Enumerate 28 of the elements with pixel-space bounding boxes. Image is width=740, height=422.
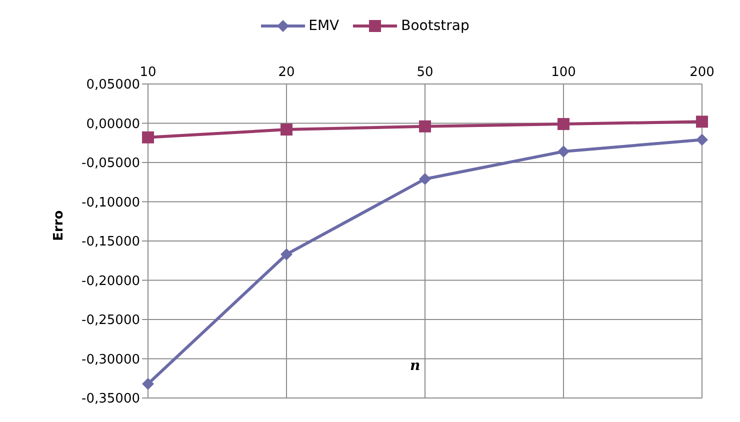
x-tick-label: 200 <box>690 65 714 80</box>
y-tick-label: -0,20000 <box>82 274 140 289</box>
x-tick-label: 50 <box>416 65 434 80</box>
point <box>142 131 154 144</box>
y-tick-label: -0,05000 <box>82 156 140 172</box>
y-tick-label: -0,35000 <box>82 392 140 407</box>
point <box>558 146 570 158</box>
point <box>558 118 570 130</box>
y-axis-title: Erro <box>52 210 67 241</box>
legend-label: EMV <box>308 18 340 34</box>
y-tick-label: -0,30000 <box>82 352 140 368</box>
point <box>142 378 154 390</box>
point <box>696 116 708 128</box>
y-tick-label: -0,15000 <box>82 234 140 250</box>
point <box>280 248 292 260</box>
point <box>696 134 708 146</box>
x-tick-label: 20 <box>278 65 295 80</box>
x-axis-title: n <box>410 358 420 374</box>
y-tick-label: 0,05000 <box>86 78 140 93</box>
point <box>280 124 292 136</box>
x-tick-label: 100 <box>551 65 576 80</box>
x-tick-label: 10 <box>140 65 156 80</box>
legend-label: Bootstrap <box>401 18 470 34</box>
y-tick-label: 0,00000 <box>86 116 140 132</box>
point <box>419 120 431 132</box>
y-tick-label: -0,10000 <box>82 195 140 210</box>
point <box>419 172 431 185</box>
y-tick-label: -0,25000 <box>82 313 140 328</box>
